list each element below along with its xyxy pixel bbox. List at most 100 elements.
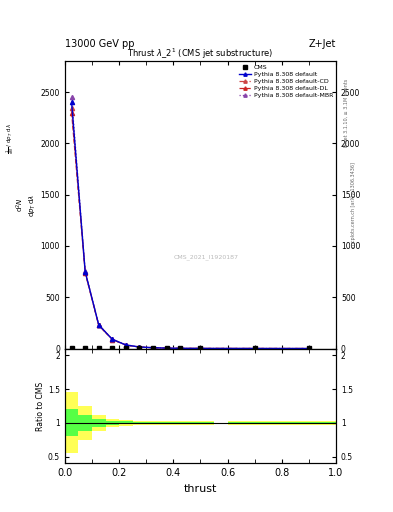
CMS — [69, 345, 74, 351]
Bar — [79, 406, 92, 440]
CMS — [83, 345, 88, 351]
Text: $\frac{1}{\mathrm{d}N}$ / $\mathrm{d}p_T$ $\mathrm{d}\lambda$: $\frac{1}{\mathrm{d}N}$ / $\mathrm{d}p_T… — [4, 123, 16, 154]
Bar — [173, 422, 187, 424]
Line: CMS: CMS — [70, 346, 311, 350]
Bar — [187, 421, 214, 425]
Y-axis label: $\mathrm{d}^2N$
$\mathrm{d}p_T\,\mathrm{d}\lambda$: $\mathrm{d}^2N$ $\mathrm{d}p_T\,\mathrm{… — [15, 194, 38, 217]
Bar — [228, 421, 282, 425]
Pythia 8.308 default — [307, 346, 311, 352]
Pythia 8.308 default-MBR — [137, 344, 142, 350]
Pythia 8.308 default-MBR — [123, 342, 128, 348]
Bar — [65, 409, 79, 436]
Pythia 8.308 default-MBR — [198, 346, 203, 352]
Pythia 8.308 default-CD — [178, 345, 182, 351]
Line: Pythia 8.308 default-MBR: Pythia 8.308 default-MBR — [70, 95, 311, 351]
Pythia 8.308 default-CD — [164, 345, 169, 351]
CMS — [178, 345, 182, 351]
Pythia 8.308 default-DL — [110, 336, 115, 343]
Bar — [282, 421, 336, 425]
Pythia 8.308 default — [198, 346, 203, 352]
Pythia 8.308 default-CD — [83, 269, 88, 275]
Pythia 8.308 default-CD — [110, 336, 115, 343]
Pythia 8.308 default-MBR — [96, 322, 101, 328]
Text: 13000 GeV pp: 13000 GeV pp — [65, 38, 134, 49]
Pythia 8.308 default-DL — [69, 110, 74, 116]
Pythia 8.308 default-CD — [151, 345, 155, 351]
Bar — [119, 421, 133, 424]
Pythia 8.308 default — [69, 99, 74, 105]
Pythia 8.308 default-CD — [198, 346, 203, 352]
Text: Rivet 3.1.10, ≥ 3.1M events: Rivet 3.1.10, ≥ 3.1M events — [344, 78, 349, 147]
Legend: CMS, Pythia 8.308 default, Pythia 8.308 default-CD, Pythia 8.308 default-DL, Pyt: CMS, Pythia 8.308 default, Pythia 8.308 … — [237, 63, 334, 99]
Line: Pythia 8.308 default-CD: Pythia 8.308 default-CD — [70, 105, 311, 351]
Text: Z+Jet: Z+Jet — [309, 38, 336, 49]
Bar — [65, 392, 79, 453]
Pythia 8.308 default-CD — [96, 322, 101, 328]
Bar — [133, 421, 146, 425]
Pythia 8.308 default-CD — [137, 344, 142, 350]
Bar — [160, 421, 173, 425]
Pythia 8.308 default-MBR — [178, 345, 182, 351]
Pythia 8.308 default-MBR — [83, 268, 88, 274]
Pythia 8.308 default-MBR — [110, 336, 115, 342]
Bar — [228, 422, 282, 424]
CMS — [198, 345, 203, 351]
Bar — [92, 415, 105, 431]
Pythia 8.308 default — [83, 269, 88, 275]
Pythia 8.308 default — [123, 342, 128, 348]
Pythia 8.308 default-DL — [307, 346, 311, 352]
Pythia 8.308 default-CD — [123, 342, 128, 348]
Pythia 8.308 default — [252, 346, 257, 352]
CMS — [123, 345, 128, 351]
Pythia 8.308 default-DL — [137, 344, 142, 350]
CMS — [137, 345, 142, 351]
Pythia 8.308 default-DL — [252, 346, 257, 352]
Pythia 8.308 default — [110, 336, 115, 343]
Pythia 8.308 default-MBR — [69, 94, 74, 100]
CMS — [252, 345, 257, 351]
Text: mcplots.cern.ch [arXiv:1306.3436]: mcplots.cern.ch [arXiv:1306.3436] — [351, 162, 356, 247]
CMS — [307, 345, 311, 351]
Pythia 8.308 default-CD — [252, 346, 257, 352]
Pythia 8.308 default-DL — [198, 346, 203, 352]
Pythia 8.308 default-MBR — [252, 346, 257, 352]
Bar — [160, 422, 173, 424]
Title: Thrust $\lambda\_2^1$ (CMS jet substructure): Thrust $\lambda\_2^1$ (CMS jet substruct… — [127, 47, 274, 61]
Bar — [92, 419, 105, 427]
Pythia 8.308 default — [96, 322, 101, 328]
Line: Pythia 8.308 default: Pythia 8.308 default — [70, 100, 311, 351]
Pythia 8.308 default-DL — [151, 345, 155, 351]
Bar — [282, 422, 336, 424]
Pythia 8.308 default-CD — [69, 104, 74, 111]
Pythia 8.308 default-MBR — [151, 345, 155, 351]
Pythia 8.308 default — [178, 345, 182, 351]
Bar — [146, 422, 160, 424]
Bar — [187, 422, 214, 424]
Pythia 8.308 default — [164, 345, 169, 351]
Bar — [146, 421, 160, 425]
Bar — [79, 415, 92, 431]
CMS — [110, 345, 115, 351]
X-axis label: thrust: thrust — [184, 484, 217, 494]
Pythia 8.308 default — [137, 344, 142, 350]
Pythia 8.308 default-DL — [123, 342, 128, 348]
CMS — [164, 345, 169, 351]
Pythia 8.308 default-DL — [83, 270, 88, 276]
Bar — [173, 421, 187, 425]
Y-axis label: Ratio to CMS: Ratio to CMS — [36, 381, 45, 431]
Text: CMS_2021_I1920187: CMS_2021_I1920187 — [173, 254, 238, 260]
Pythia 8.308 default-MBR — [307, 346, 311, 352]
CMS — [96, 345, 101, 351]
Pythia 8.308 default-MBR — [164, 345, 169, 351]
Pythia 8.308 default-CD — [307, 346, 311, 352]
Line: Pythia 8.308 default-DL: Pythia 8.308 default-DL — [70, 111, 311, 351]
Pythia 8.308 default-DL — [96, 323, 101, 329]
Bar — [105, 419, 119, 427]
Bar — [105, 421, 119, 425]
Bar — [133, 422, 146, 424]
Pythia 8.308 default-DL — [178, 345, 182, 351]
Pythia 8.308 default-DL — [164, 345, 169, 351]
CMS — [151, 345, 155, 351]
Bar — [119, 420, 133, 425]
Pythia 8.308 default — [151, 345, 155, 351]
